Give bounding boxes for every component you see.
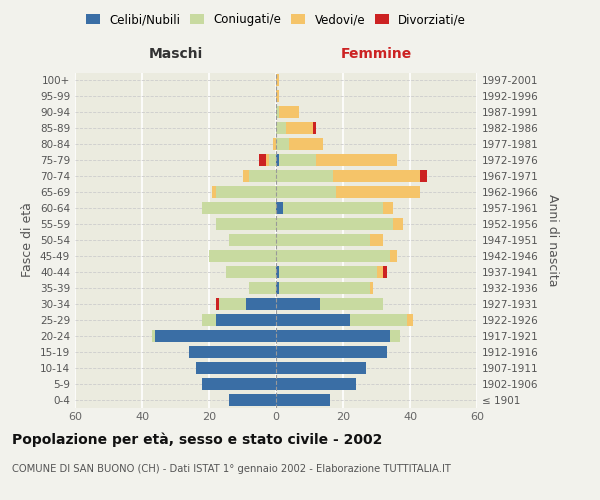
Bar — [209, 250, 276, 262]
Bar — [280, 282, 370, 294]
Bar — [276, 138, 289, 150]
Bar — [276, 378, 356, 390]
Bar — [390, 250, 397, 262]
Bar — [276, 202, 283, 214]
Bar — [316, 154, 397, 166]
Bar — [266, 154, 269, 166]
Bar — [216, 298, 219, 310]
Y-axis label: Anni di nascita: Anni di nascita — [545, 194, 559, 286]
Bar — [202, 378, 276, 390]
Bar — [196, 362, 276, 374]
Bar — [276, 170, 333, 182]
Bar — [370, 234, 383, 246]
Bar — [226, 266, 276, 278]
Bar — [276, 346, 386, 358]
Bar — [407, 314, 413, 326]
Bar — [280, 266, 377, 278]
Text: COMUNE DI SAN BUONO (CH) - Dati ISTAT 1° gennaio 2002 - Elaborazione TUTTITALIA.: COMUNE DI SAN BUONO (CH) - Dati ISTAT 1°… — [12, 464, 451, 474]
Bar — [276, 362, 367, 374]
Bar — [219, 298, 246, 310]
Bar — [152, 330, 155, 342]
Text: Maschi: Maschi — [148, 48, 203, 62]
Bar — [249, 282, 276, 294]
Bar — [420, 170, 427, 182]
Bar — [283, 202, 383, 214]
Bar — [286, 122, 313, 134]
Bar — [276, 298, 320, 310]
Bar — [383, 266, 386, 278]
Bar — [216, 314, 276, 326]
Y-axis label: Fasce di età: Fasce di età — [22, 202, 34, 278]
Bar — [276, 186, 337, 198]
Bar — [212, 186, 216, 198]
Bar — [289, 138, 323, 150]
Bar — [249, 170, 276, 182]
Bar — [276, 314, 350, 326]
Bar — [242, 170, 249, 182]
Bar — [280, 154, 316, 166]
Bar — [276, 122, 286, 134]
Bar — [246, 298, 276, 310]
Bar — [216, 186, 276, 198]
Bar — [276, 234, 370, 246]
Bar — [276, 218, 393, 230]
Bar — [333, 170, 420, 182]
Text: Popolazione per età, sesso e stato civile - 2002: Popolazione per età, sesso e stato civil… — [12, 432, 382, 447]
Bar — [259, 154, 266, 166]
Bar — [155, 330, 276, 342]
Bar — [276, 282, 280, 294]
Bar — [229, 394, 276, 406]
Bar — [272, 138, 276, 150]
Bar — [383, 202, 393, 214]
Bar — [280, 106, 299, 118]
Bar — [276, 394, 329, 406]
Bar — [313, 122, 316, 134]
Bar — [276, 330, 390, 342]
Bar — [229, 234, 276, 246]
Bar — [276, 266, 280, 278]
Legend: Celibi/Nubili, Coniugati/e, Vedovi/e, Divorziati/e: Celibi/Nubili, Coniugati/e, Vedovi/e, Di… — [81, 8, 471, 31]
Bar — [189, 346, 276, 358]
Bar — [320, 298, 383, 310]
Bar — [276, 250, 390, 262]
Bar — [350, 314, 407, 326]
Bar — [276, 154, 280, 166]
Text: Femmine: Femmine — [341, 48, 412, 62]
Bar — [377, 266, 383, 278]
Bar — [393, 218, 403, 230]
Bar — [337, 186, 420, 198]
Bar — [216, 218, 276, 230]
Bar — [202, 202, 276, 214]
Bar — [202, 314, 216, 326]
Bar — [276, 90, 280, 102]
Bar — [276, 106, 280, 118]
Bar — [390, 330, 400, 342]
Bar — [269, 154, 276, 166]
Bar — [276, 74, 280, 86]
Bar — [370, 282, 373, 294]
